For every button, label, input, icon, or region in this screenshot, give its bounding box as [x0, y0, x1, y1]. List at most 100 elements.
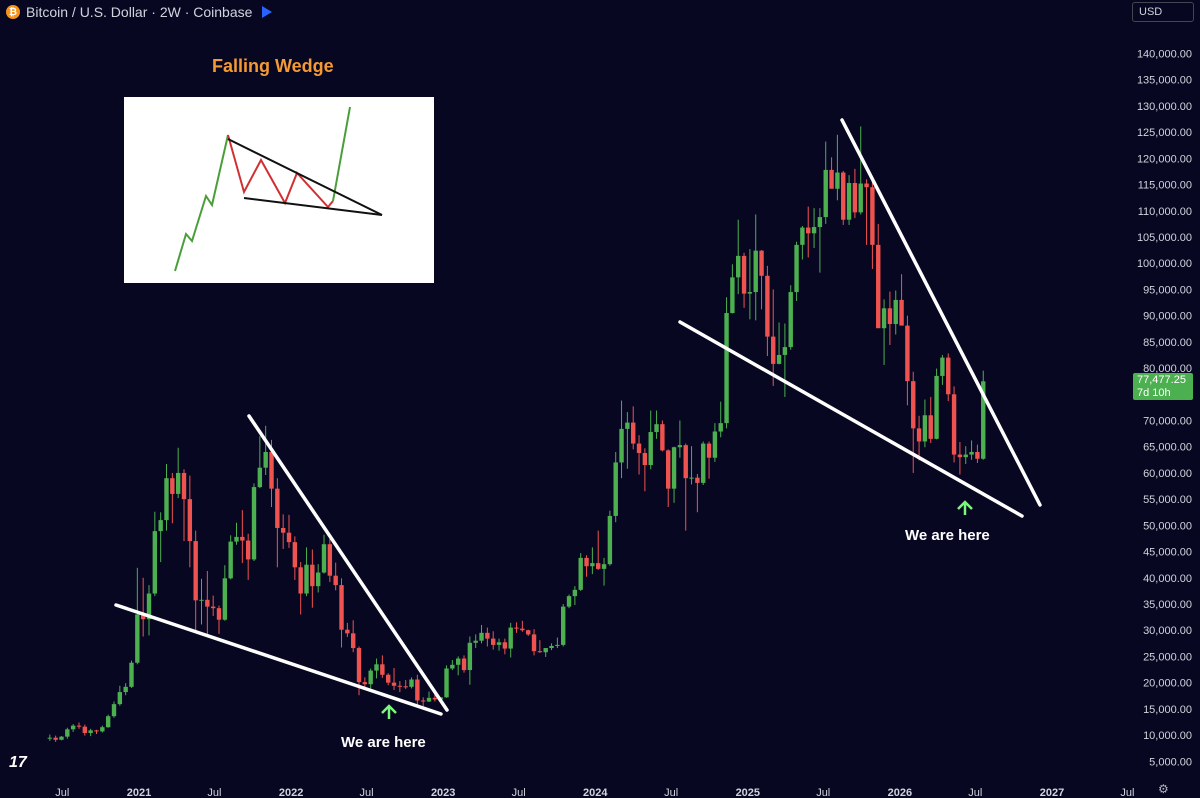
candle-body [362, 682, 368, 685]
candle-body [590, 563, 595, 567]
time-tick-label: Jul [55, 787, 69, 798]
candle-body [788, 292, 793, 348]
candle-body [753, 250, 758, 293]
time-tick-label: 2024 [583, 787, 608, 798]
candle-body [526, 630, 531, 635]
candle-body [228, 541, 233, 579]
candle-body [520, 628, 525, 631]
candle-body [397, 685, 403, 687]
candle-body [245, 540, 251, 560]
candle-body [450, 664, 455, 669]
candle-body [129, 662, 134, 687]
candle-body [881, 308, 887, 329]
candle-body [718, 423, 723, 432]
candle-body [175, 472, 181, 494]
candle-body [619, 428, 624, 463]
settings-gear-icon[interactable]: ⚙ [1158, 782, 1169, 796]
price-tick-label: 35,000.00 [1143, 599, 1192, 611]
candle-body [269, 451, 274, 489]
price-axis[interactable]: 5,000.00 10,000.00 15,000.00 20,000.00 25,00… [1137, 49, 1192, 769]
bitcoin-coin-icon: ₿ [6, 5, 20, 19]
candle-body [922, 415, 928, 442]
candle-body [140, 614, 146, 620]
candlestick-series [47, 126, 986, 742]
candle-body [356, 648, 362, 683]
candle-body [736, 255, 741, 278]
candle-body [286, 532, 292, 543]
falling-wedge-illustration [124, 97, 434, 283]
currency-selector[interactable]: USD [1132, 2, 1194, 22]
candle-body [210, 606, 216, 609]
candle-body [409, 679, 414, 687]
price-tick-label: 100,000.00 [1137, 258, 1192, 270]
candle-body [275, 488, 280, 528]
candle-body [47, 737, 53, 739]
candle-body [426, 697, 432, 702]
candle-body [572, 589, 578, 597]
candle-body [823, 169, 828, 218]
right-wedge-upper-line [840, 118, 1042, 507]
candle-body [631, 422, 636, 444]
candle-body [292, 542, 298, 568]
candle-body [123, 686, 128, 693]
drawn-trendlines [114, 118, 1042, 716]
candle-body [555, 644, 560, 646]
price-tick-label: 130,000.00 [1137, 101, 1192, 113]
candle-body [846, 182, 852, 220]
candle-body [706, 443, 712, 458]
candle-body [957, 454, 963, 458]
candle-body [712, 431, 718, 458]
candle-body [88, 730, 93, 733]
candle-body [479, 632, 484, 641]
left-here-label: We are here [341, 734, 426, 751]
candle-body [730, 277, 735, 314]
candle-body [350, 633, 356, 649]
left-here-arrow-icon [381, 704, 397, 719]
flag-icon[interactable] [262, 6, 273, 18]
candle-body [765, 275, 770, 337]
symbol-header[interactable]: ₿ Bitcoin / U.S. Dollar · 2W · Coinbase [6, 3, 273, 21]
price-tick-label: 30,000.00 [1143, 625, 1192, 637]
candle-body [776, 354, 782, 364]
candle-body [432, 697, 438, 700]
candle-body [654, 424, 659, 433]
candle-body [94, 730, 99, 732]
candle-body [747, 292, 753, 294]
candle-body [660, 424, 665, 451]
price-tick-label: 25,000.00 [1143, 651, 1192, 663]
candle-body [111, 704, 117, 717]
candle-body [205, 599, 210, 607]
time-tick-label: 2021 [127, 787, 151, 798]
candle-body [887, 308, 893, 325]
illustration-lower-line [243, 197, 383, 216]
candle-body [724, 313, 729, 424]
candle-body [415, 679, 420, 701]
candle-body [263, 451, 268, 468]
candle-body [152, 531, 158, 594]
price-tick-label: 5,000.00 [1149, 756, 1192, 768]
candle-body [864, 183, 869, 188]
candle-body [969, 451, 974, 455]
candle-body [391, 682, 397, 686]
candle-body [946, 357, 951, 395]
candle-body [841, 172, 846, 220]
tradingview-logo-icon[interactable]: 17 [9, 754, 27, 771]
left-wedge-lower-line [114, 603, 443, 716]
candle-body [385, 674, 391, 683]
symbol-title: Bitcoin / U.S. Dollar · 2W · Coinbase [26, 4, 253, 20]
time-axis[interactable]: Jul 2021 Jul 2022 Jul 2023 Jul 2024 Jul 2025 Jul 20… [55, 787, 1134, 798]
price-tick-label: 80,000.00 [1143, 363, 1192, 375]
candle-body [53, 737, 58, 740]
candle-body [222, 578, 228, 620]
candle-body [543, 648, 548, 653]
candle-body [403, 686, 408, 688]
candle-body [65, 729, 70, 737]
candle-body [455, 658, 461, 665]
candle-body [368, 670, 373, 685]
candle-body [310, 564, 315, 587]
candle-body [100, 727, 105, 732]
candle-body [321, 544, 327, 573]
candle-body [490, 638, 496, 645]
candle-body [870, 187, 875, 245]
